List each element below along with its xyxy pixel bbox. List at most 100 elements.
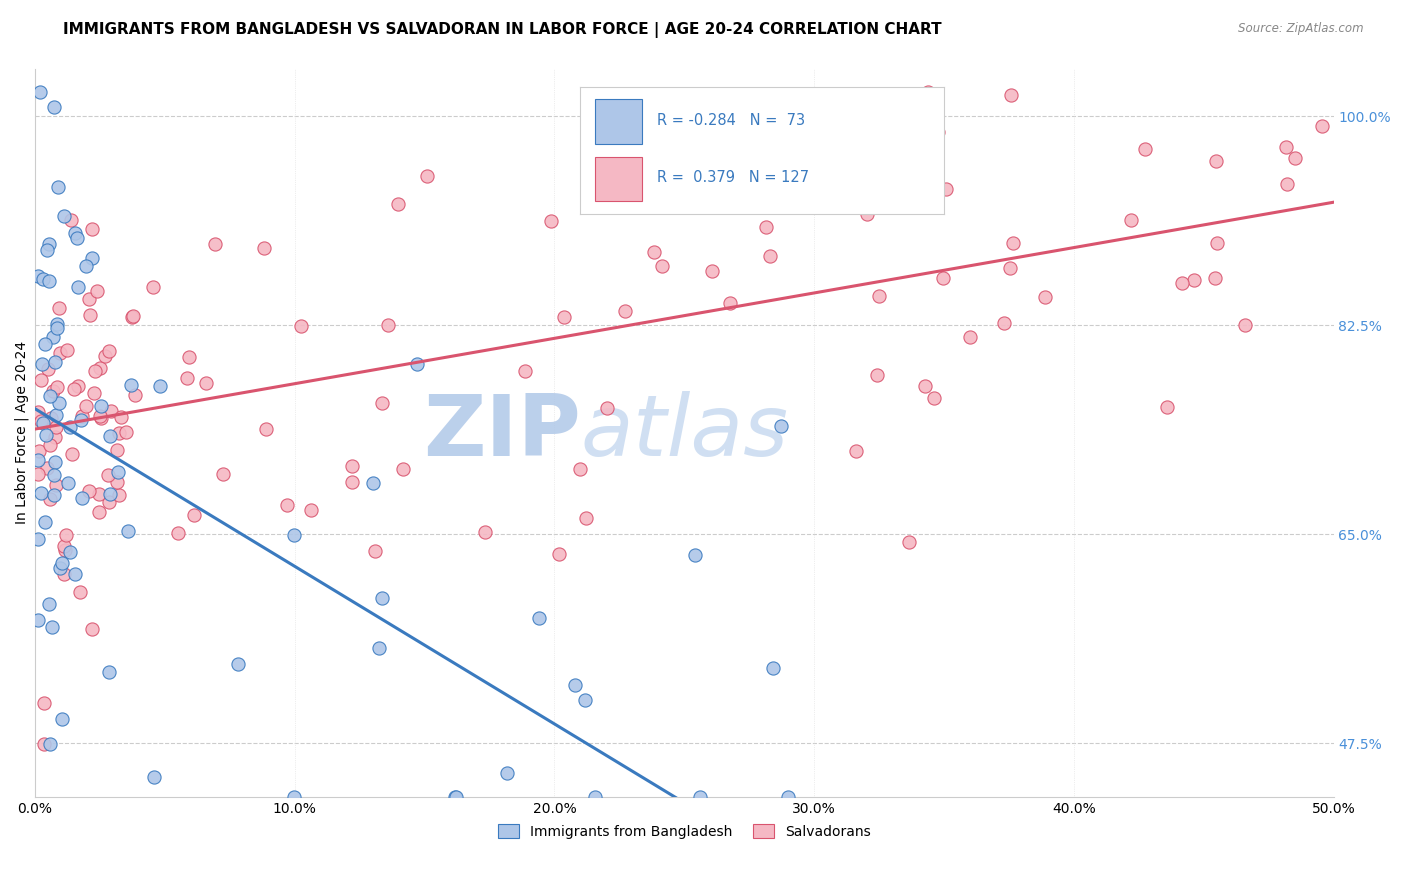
Point xyxy=(60,446,83,460)
Point xyxy=(340,475,363,489)
Point xyxy=(72,409,94,423)
Point xyxy=(1001,235,1024,250)
Point xyxy=(364,544,387,558)
Point xyxy=(32,272,55,286)
Point xyxy=(568,461,591,475)
Point xyxy=(89,360,111,375)
Point xyxy=(94,349,117,363)
Point xyxy=(1121,213,1143,227)
Point xyxy=(41,620,63,634)
Point xyxy=(97,468,120,483)
Point xyxy=(37,362,59,376)
Point xyxy=(1033,289,1056,303)
Point xyxy=(44,355,66,369)
Point xyxy=(405,357,427,371)
Point xyxy=(959,330,981,344)
Point xyxy=(52,567,75,582)
Point xyxy=(38,737,60,751)
Point xyxy=(45,408,67,422)
Point xyxy=(38,237,60,252)
Point xyxy=(254,422,277,436)
Point xyxy=(83,385,105,400)
Point xyxy=(105,442,128,457)
Point xyxy=(90,411,112,425)
Point xyxy=(28,443,51,458)
Point xyxy=(34,337,56,351)
Point xyxy=(1284,151,1306,165)
Point xyxy=(1182,273,1205,287)
Point xyxy=(100,404,122,418)
Point xyxy=(579,186,602,200)
Point xyxy=(866,368,889,382)
Point xyxy=(183,508,205,522)
Point xyxy=(63,567,86,582)
Point xyxy=(31,357,53,371)
Point xyxy=(142,280,165,294)
Point xyxy=(27,613,49,627)
Point xyxy=(79,308,101,322)
Point xyxy=(105,475,128,489)
Point xyxy=(51,556,73,570)
Point xyxy=(548,547,571,561)
Point xyxy=(38,437,60,451)
Point xyxy=(45,321,67,335)
Point xyxy=(45,420,67,434)
Point xyxy=(1156,400,1178,414)
Point xyxy=(444,789,467,804)
Point xyxy=(392,462,415,476)
Point xyxy=(89,505,111,519)
Point xyxy=(868,289,890,303)
Point xyxy=(98,495,121,509)
Point xyxy=(69,413,91,427)
Point xyxy=(27,405,49,419)
Point xyxy=(167,525,190,540)
Point xyxy=(1000,87,1022,102)
Point xyxy=(121,310,143,325)
Point xyxy=(34,515,56,529)
Point xyxy=(776,789,799,804)
Point xyxy=(44,468,66,483)
Point xyxy=(70,491,93,505)
Point xyxy=(917,86,939,100)
Point xyxy=(290,319,312,334)
Point xyxy=(114,425,136,439)
Point xyxy=(45,318,67,332)
Point xyxy=(39,389,62,403)
Point xyxy=(42,488,65,502)
Point xyxy=(52,209,75,223)
Point xyxy=(55,543,77,558)
Point xyxy=(42,100,65,114)
Point xyxy=(121,309,143,323)
Point xyxy=(27,452,49,467)
Point xyxy=(31,416,53,430)
Point xyxy=(124,387,146,401)
Point xyxy=(176,371,198,385)
Point xyxy=(927,125,949,139)
Point xyxy=(59,213,82,227)
Point xyxy=(856,207,879,221)
Point xyxy=(1310,119,1333,133)
Point xyxy=(1206,235,1229,250)
Point xyxy=(935,182,957,196)
Point xyxy=(1170,276,1192,290)
Point xyxy=(583,789,606,804)
Point xyxy=(1205,154,1227,169)
Point xyxy=(377,318,399,333)
Point xyxy=(903,173,925,187)
Point xyxy=(283,789,305,804)
Point xyxy=(67,280,90,294)
Point xyxy=(253,241,276,255)
Point xyxy=(30,486,52,500)
Point xyxy=(82,222,104,236)
Point xyxy=(575,510,598,524)
Point xyxy=(363,475,385,490)
Legend: Immigrants from Bangladesh, Salvadorans: Immigrants from Bangladesh, Salvadorans xyxy=(492,819,876,845)
Text: ZIP: ZIP xyxy=(423,391,581,475)
Point xyxy=(97,665,120,679)
Point xyxy=(998,261,1021,276)
Point xyxy=(110,410,132,425)
Point xyxy=(370,396,392,410)
Point xyxy=(42,330,65,344)
Point xyxy=(48,345,70,359)
Point xyxy=(98,486,121,500)
